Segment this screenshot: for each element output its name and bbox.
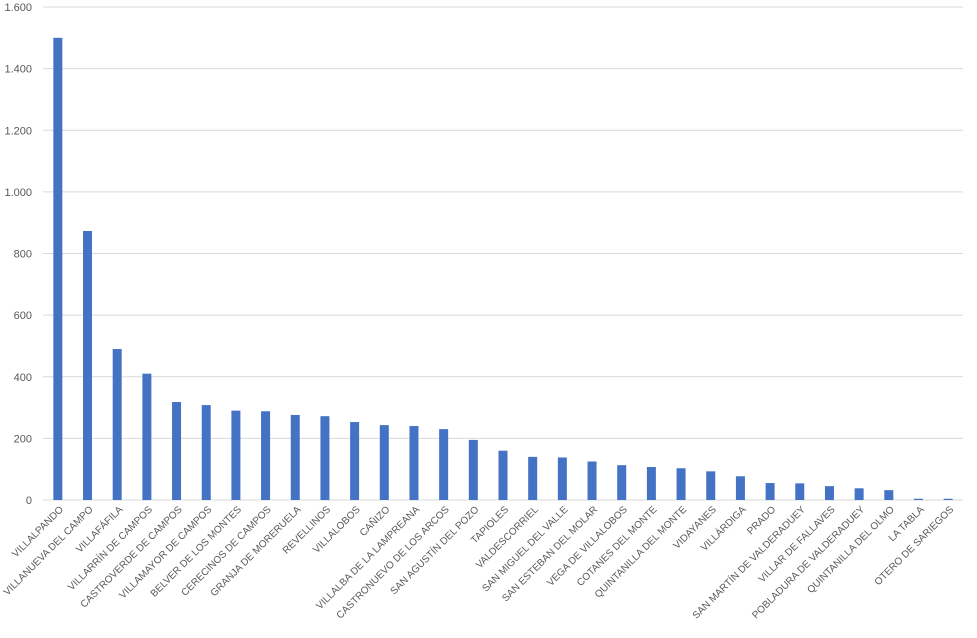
bar (884, 490, 894, 500)
bar (201, 405, 211, 500)
bar (765, 483, 775, 500)
bar (53, 37, 63, 500)
bar (320, 416, 330, 500)
bar (439, 429, 449, 500)
bar (646, 467, 656, 500)
bar (854, 488, 864, 500)
bar (795, 483, 805, 500)
bar (83, 231, 93, 500)
bar (557, 457, 567, 500)
bar (172, 402, 182, 500)
y-tick-label: 1.600 (4, 2, 32, 14)
bar (617, 465, 627, 500)
bar (409, 426, 419, 500)
bars (53, 37, 953, 500)
bar (468, 439, 478, 500)
bar (498, 450, 508, 500)
y-tick-label: 800 (14, 249, 32, 261)
bar (587, 461, 597, 500)
y-tick-label: 400 (14, 372, 32, 384)
gridlines (43, 6, 963, 501)
bar (261, 411, 271, 500)
bar (676, 468, 686, 500)
y-axis-tick-labels: 0 200 400 600 800 1.000 1.200 1.400 1.600 (4, 2, 32, 507)
bar (913, 498, 923, 500)
y-tick-label: 1.200 (4, 125, 32, 137)
bar (231, 410, 241, 500)
y-tick-label: 600 (14, 310, 32, 322)
bar (824, 486, 834, 500)
bar (290, 414, 300, 500)
bar (943, 498, 953, 500)
bar (706, 471, 716, 500)
y-tick-label: 200 (14, 433, 32, 445)
bar (735, 476, 745, 500)
bar (350, 422, 360, 500)
bar (142, 373, 152, 500)
x-tick-label: VILLALPANDO (10, 504, 66, 560)
bar (528, 456, 538, 500)
y-tick-label: 1.400 (4, 64, 32, 76)
bar (379, 425, 389, 500)
y-tick-label: 1.000 (4, 187, 32, 199)
bar (112, 349, 122, 500)
y-tick-label: 0 (26, 495, 32, 507)
